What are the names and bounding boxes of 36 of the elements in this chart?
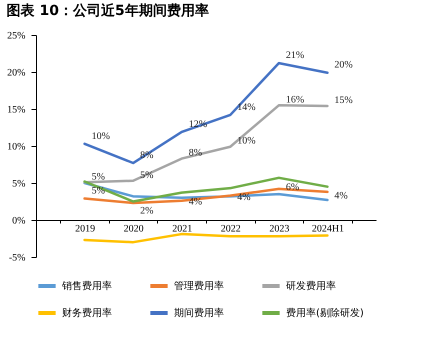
data-label: 4% [334, 190, 348, 202]
y-tick-label: 10% [7, 142, 26, 152]
y-tick-label: 20% [7, 68, 26, 78]
x-tick-label: 2022 [220, 224, 241, 234]
data-label: 16% [286, 94, 304, 106]
legend-label: 管理费用率 [174, 280, 224, 292]
data-label: 2% [140, 206, 154, 216]
data-label: 5% [92, 171, 105, 182]
legend-label: 研发费用率 [286, 280, 336, 292]
y-tick-label: 5% [12, 178, 26, 190]
data-label: 21% [286, 50, 304, 62]
x-tick-label: 2019 [75, 224, 96, 234]
x-tick-label: 2021 [172, 224, 192, 234]
data-label: 8% [188, 148, 202, 159]
data-label: 10% [92, 130, 110, 142]
chart-title: 图表 10：公司近5年期间费用率 [6, 2, 209, 19]
data-label: 5% [92, 186, 105, 197]
y-tick-label: 15% [7, 104, 26, 116]
data-label: 14% [237, 102, 256, 113]
legend-label: 销售费用率 [61, 280, 112, 292]
x-tick-label: 2023 [269, 224, 290, 234]
y-tick-label: -5% [8, 252, 26, 264]
x-tick-label: 2020 [124, 224, 144, 234]
line-series [83, 104, 329, 184]
x-tick-label: 2024H1 [312, 224, 344, 234]
data-label: 10% [237, 136, 256, 147]
y-tick-label: 0% [12, 216, 26, 226]
line-series [83, 62, 329, 164]
data-label: 20% [334, 60, 353, 71]
data-label: 5% [140, 170, 154, 181]
y-tick-label: 25% [7, 30, 26, 42]
legend-label: 期间费用率 [174, 307, 224, 319]
line-series [83, 232, 329, 244]
legend-label: 费用率(剔除研发) [286, 307, 364, 319]
data-label: 15% [334, 95, 353, 106]
legend-label: 财务费用率 [62, 307, 112, 319]
